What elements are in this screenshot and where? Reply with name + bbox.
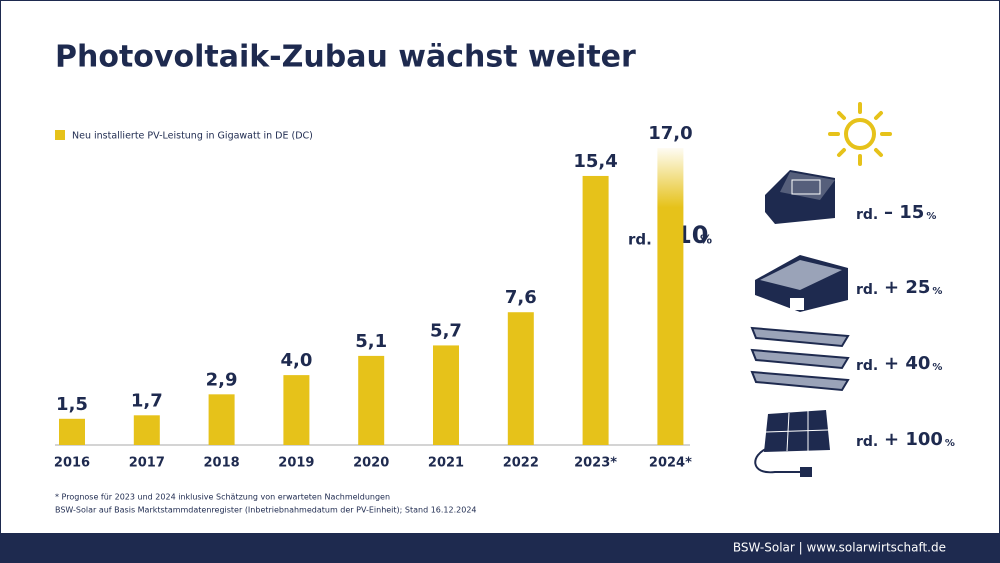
footnote: * Prognose für 2023 und 2024 inklusive S… (55, 493, 390, 502)
bar (208, 394, 235, 445)
bar (507, 312, 534, 445)
value-label: 1,7 (131, 390, 163, 411)
x-tick-label: 2018 (204, 456, 240, 471)
footer-band (0, 533, 1000, 563)
factory-icon (755, 255, 848, 312)
segment-unit: % (932, 286, 942, 297)
sun-icon (828, 102, 892, 166)
legend-swatch (55, 130, 65, 140)
annotation-unit: % (700, 233, 712, 247)
x-tick-label: 2017 (129, 456, 165, 471)
bar (283, 375, 310, 445)
segment-prefix: rd. (856, 434, 878, 450)
x-tick-label: 2022 (503, 456, 539, 471)
value-label: 4,0 (280, 350, 312, 371)
house-icon (765, 170, 835, 224)
segment-value: + 40 (884, 353, 930, 374)
segment-value: – 15 (884, 202, 924, 223)
bar (657, 148, 684, 445)
segment-unit: % (926, 211, 936, 222)
x-tick-label: 2016 (54, 456, 90, 471)
value-label: 5,7 (430, 320, 462, 341)
panel-rows-icon (750, 326, 850, 392)
value-label: 1,5 (56, 394, 88, 415)
segment-prefix: rd. (856, 207, 878, 223)
bar (358, 355, 385, 445)
panel-plug-icon (754, 410, 830, 477)
value-label: 17,0 (648, 123, 692, 144)
bar (433, 345, 459, 445)
x-tick-label: 2023* (574, 456, 617, 471)
chart-title: Photovoltaik-Zubau wächst weiter (55, 40, 636, 75)
segment-unit: % (932, 362, 942, 373)
annotation-prefix: rd. (628, 231, 652, 249)
footer: BSW-Solar | www.solarwirtschaft.de (733, 541, 946, 555)
x-tick-label: 2024* (649, 456, 692, 471)
value-label: 7,6 (505, 287, 537, 308)
value-label: 5,1 (355, 331, 387, 352)
legend-label: Neu installierte PV-Leistung in Gigawatt… (72, 131, 313, 142)
footnote: BSW-Solar auf Basis Marktstammdatenregis… (55, 506, 477, 515)
bar (582, 175, 609, 445)
segment-value: + 100 (884, 429, 943, 450)
segment-unit: % (945, 438, 955, 449)
segment-prefix: rd. (856, 358, 878, 374)
value-label: 15,4 (573, 151, 617, 172)
bar (59, 418, 85, 445)
x-tick-label: 2019 (278, 456, 314, 471)
value-label: 2,9 (206, 369, 238, 390)
segment-prefix: rd. (856, 282, 878, 298)
x-tick-label: 2020 (353, 456, 389, 471)
segment-value: + 25 (884, 277, 930, 298)
bar (133, 415, 160, 445)
x-tick-label: 2021 (428, 456, 464, 471)
